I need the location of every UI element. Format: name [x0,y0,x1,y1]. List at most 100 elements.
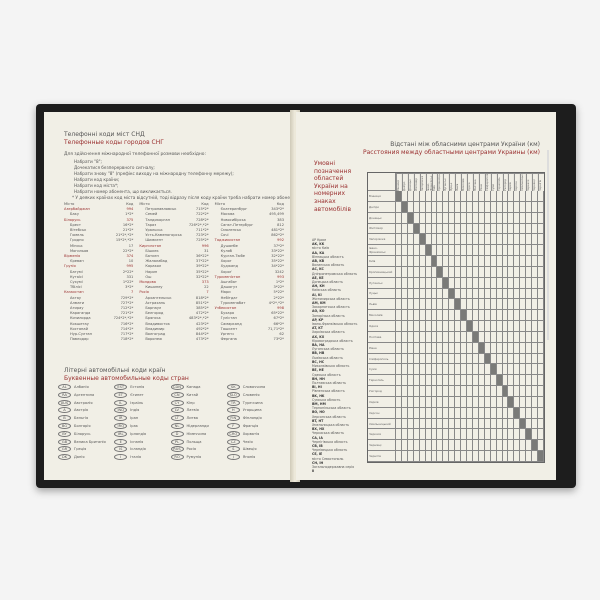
distance-cell [502,440,509,452]
distance-cell [514,429,521,441]
distance-cell [514,331,521,343]
distance-cell [502,277,509,289]
row-header-city: Херсон [368,407,396,419]
region-plate-codes: BA, HA [312,343,325,348]
city-row: Ашгабат 1*2* [215,280,284,285]
distance-cell [478,256,485,267]
country-name: Словенія [242,392,260,397]
diagonal-cell [502,386,509,397]
region-plate-codes: BK, HK [312,393,325,398]
distance-cell [520,288,527,300]
distance-cell [413,342,420,354]
row-header-city: Вінниця [368,191,396,202]
distance-cell [437,288,444,300]
city-code: 715*2* [195,207,209,212]
distance-cell [425,342,432,354]
distance-cell [502,429,509,441]
row-header-city: Донецьк [368,212,396,224]
distance-cell [532,310,539,322]
distance-cell [455,407,462,419]
city-name: Тараз [145,222,157,227]
diagonal-cell [455,299,462,311]
distance-cell [484,212,491,224]
distance-cell [490,386,497,397]
city-name: Гулістан [220,316,237,321]
distance-cell [496,266,503,278]
country-name: Китай [186,392,199,397]
city-row: Усть-Каменогорськ 723*2* [139,233,208,238]
car-code-item: GR Греція [58,446,114,453]
region-plate-codes: BB, HB [312,351,325,356]
country-code-oval: S [226,446,240,453]
distance-cell [502,256,509,267]
region-name: Сумська область [312,397,341,402]
city-row: Мари 5*22* [215,290,284,295]
city-row: Семей 722*2* [139,212,208,217]
distance-cell [437,201,444,213]
city-code: 1*2* [125,212,134,217]
distance-cell [496,386,503,397]
distance-cell [520,429,527,441]
country-name: Ісландія [130,447,146,452]
distance-cell [413,440,420,452]
city-code: 343*2* [271,207,284,212]
car-code-item: CZ Чехія [226,438,283,445]
distance-cell [461,396,468,408]
distance-cell [467,310,473,322]
intro-text: Для здійснення міжнародної телефонної ро… [64,152,206,157]
distance-cell [431,234,438,246]
country-row: Киргизстан 996 [139,244,208,249]
distance-cell [437,407,444,419]
car-code-item: BY Білорусь [58,430,114,437]
distance-cell [413,299,420,311]
left-page: Телефонні коди міст СНД Телефонные коды … [44,112,299,480]
city-name: Смоленськ [220,228,242,233]
city-name: Самарканд [220,321,242,326]
city-row: Самарканд 66*2* [215,322,284,327]
column-header-city: Івано-Франківськ [425,173,432,191]
distance-cell [425,353,432,365]
distance-cell [526,266,533,278]
column-header-city: Дніпро [401,173,408,191]
column-header-city: Рівне [478,173,485,191]
distance-cell [419,386,426,397]
distance-cell [449,321,456,332]
distance-cell [508,364,515,376]
distance-cell [538,353,544,365]
distance-cell [472,353,479,365]
distance-cell [532,364,539,376]
city-name: Дашогуз [220,285,238,290]
city-row: Гомель 21*2*,*2* [64,233,133,238]
distance-cell [508,245,515,257]
city-code: 373 [201,280,209,285]
distance-cell [401,321,408,332]
distance-cell [502,407,509,419]
region-name: Хмельницька область [312,422,349,427]
distance-cell [401,266,408,278]
distance-cell [490,353,497,365]
distance-cell [396,364,402,376]
distance-cell [514,234,521,246]
country-name: Німеччина [186,431,207,436]
city-name: Мари [220,290,231,295]
distance-cell [437,277,444,289]
region-plate-codes: AE, KE [312,275,324,280]
distance-cell [490,299,497,311]
distance-cell [478,396,485,408]
distance-cell [538,277,544,289]
distance-cell [538,256,544,267]
distance-cell [449,277,456,289]
row-header-city: Дніпро [368,201,396,213]
region-name: Дніпропетровська область [312,271,358,276]
city-name: Баткен [145,254,159,259]
distance-cell [455,256,462,267]
city-name: Ургенч [220,332,234,337]
city-name: Тбілісі [70,285,82,290]
distance-cell [419,288,426,300]
distance-cell [401,299,408,311]
distance-cell [455,418,462,430]
distance-cell [419,396,426,408]
diagonal-cell [419,234,426,246]
city-code: 483*2*,*2* [188,316,209,321]
country-name: Румунія [186,455,202,460]
